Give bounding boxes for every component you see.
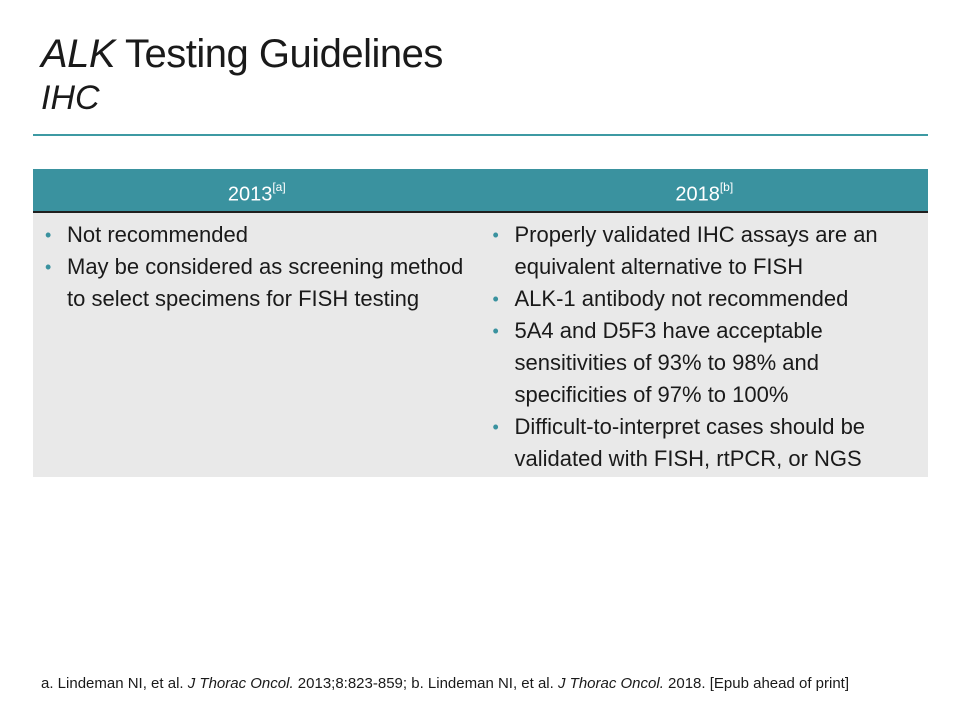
header-2018: 2018[b] [481,169,929,211]
header-2013: 2013[a] [33,169,481,211]
list-item-text: 5A4 and D5F3 have acceptable sensitiviti… [514,318,823,407]
bullet-icon: • [492,321,499,341]
title-main-part: Testing Guidelines [115,32,443,76]
header-2018-year: 2018 [675,183,720,206]
list-2013: • Not recommended • May be considered as s… [43,219,469,315]
list-2018: • Properly validated IHC assays are an eq… [491,219,917,475]
slide-title: ALK Testing Guidelines [41,30,443,78]
footnote-journal: J Thorac Oncol. [557,675,664,692]
list-item: • Properly validated IHC assays are an eq… [491,219,917,283]
bullet-icon: • [492,417,499,437]
bullet-icon: • [45,225,52,245]
footnote-text: 2018. [Epub ahead of print] [663,675,850,692]
bullet-icon: • [45,257,52,277]
title-italic-part: ALK [41,32,116,76]
list-item-text: Difficult-to-interpret cases should be v… [514,414,866,471]
table-header-row: 2013[a] 2018[b] [33,169,928,213]
bullet-icon: • [492,289,499,309]
list-item: • 5A4 and D5F3 have acceptable sensitivit… [491,315,917,411]
title-block: ALK Testing Guidelines IHC [41,30,443,118]
slide-subtitle: IHC [41,79,100,117]
header-2018-ref: [b] [719,180,734,194]
list-item: • ALK-1 antibody not recommended [491,283,917,315]
table-body-row: • Not recommended • May be considered as s… [33,213,928,477]
guidelines-table: 2013[a] 2018[b] • Not recommended • May be… [33,169,928,477]
list-item-text: Properly validated IHC assays are an equ… [514,222,878,279]
list-item-text: May be considered as screening method to… [67,254,464,311]
bullet-icon: • [492,225,499,245]
footnote-text: a. Lindeman NI, et al. [41,675,188,692]
list-item-text: ALK-1 antibody not recommended [514,286,849,311]
list-item: • Not recommended [43,219,469,251]
cell-2018: • Properly validated IHC assays are an eq… [481,213,929,477]
footnote-journal: J Thorac Oncol. [187,675,294,692]
footnote-text: 2013;8:823-859; b. Lindeman NI, et al. [293,675,558,692]
list-item: • Difficult-to-interpret cases should be … [491,411,917,475]
list-item-text: Not recommended [67,222,248,247]
header-2013-ref: [a] [272,180,286,194]
references-footnote: a. Lindeman NI, et al. J Thorac Oncol. 2… [41,674,921,694]
title-divider [33,134,928,136]
header-2013-year: 2013 [227,183,273,206]
cell-2013: • Not recommended • May be considered as s… [33,213,481,477]
list-item: • May be considered as screening method t… [43,251,469,315]
